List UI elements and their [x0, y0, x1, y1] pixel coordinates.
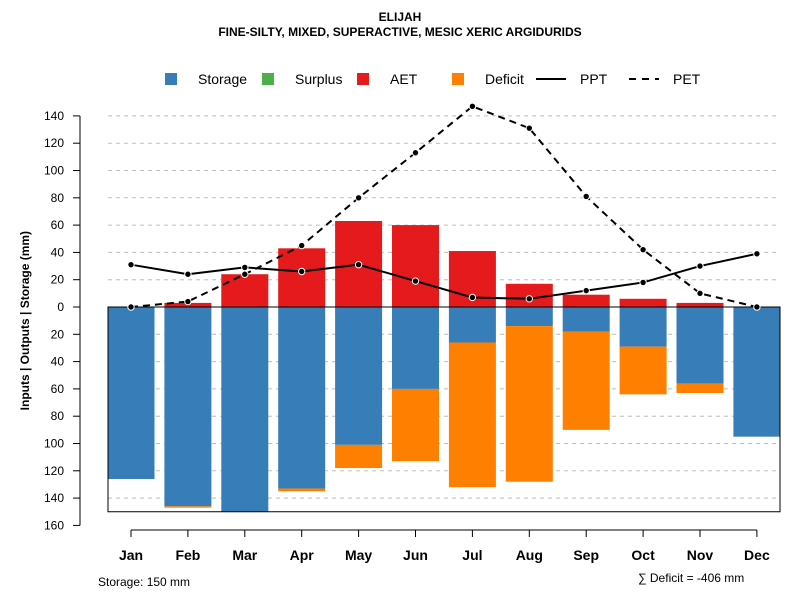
ppt-point — [241, 263, 249, 272]
y-tick-label: 20 — [51, 327, 65, 341]
deficit-bar — [278, 488, 326, 492]
legend-swatch — [262, 73, 274, 85]
y-tick-label: 140 — [44, 491, 64, 505]
storage-bar — [505, 307, 553, 327]
y-tick-label: 120 — [44, 464, 64, 478]
deficit-bar — [392, 388, 439, 462]
pet-point — [298, 241, 306, 250]
storage-bar — [733, 307, 781, 437]
x-tick-label: Jun — [403, 547, 428, 563]
y-tick-label: 0 — [57, 300, 64, 314]
x-tick-label: Jan — [119, 547, 143, 563]
y-tick-label: 120 — [44, 136, 64, 150]
ppt-point — [411, 277, 420, 285]
x-tick-label: Feb — [175, 547, 200, 563]
deficit-bar — [505, 326, 553, 482]
deficit-bar — [335, 444, 383, 469]
legend-label: Deficit — [485, 71, 524, 87]
storage-bar — [164, 307, 212, 507]
ppt-point — [184, 270, 192, 278]
ppt-point — [127, 260, 135, 269]
pet-point — [582, 192, 590, 201]
ppt-point — [354, 260, 363, 269]
y-tick-label: 100 — [44, 437, 64, 451]
storage-capacity-box — [107, 306, 781, 513]
x-tick-label: Mar — [232, 547, 257, 563]
storage-note: Storage: 150 mm — [98, 575, 191, 589]
x-tick-label: Oct — [631, 547, 655, 563]
deficit-bar — [562, 331, 610, 430]
legend-label: Storage — [198, 71, 247, 87]
storage-bar — [619, 307, 667, 347]
x-tick-label: May — [345, 547, 372, 563]
pet-point — [354, 194, 363, 202]
x-tick-label: Jul — [462, 547, 482, 563]
x-tick-label: Nov — [687, 547, 714, 563]
y-tick-label: 100 — [44, 164, 64, 178]
y-tick-label: 40 — [51, 355, 65, 369]
deficit-bar — [448, 342, 496, 488]
x-tick-label: Sep — [573, 547, 599, 563]
deficit-bar — [676, 383, 724, 393]
legend-swatch — [452, 73, 464, 85]
legend-swatch — [357, 73, 369, 85]
y-tick-label: 160 — [44, 518, 64, 532]
legend-label: PET — [673, 71, 701, 87]
y-tick-label: 60 — [51, 218, 65, 232]
ppt-point — [696, 262, 704, 270]
aet-bar — [562, 294, 610, 307]
pet-point — [696, 289, 704, 298]
pet-point — [753, 303, 761, 311]
y-tick-label: 60 — [51, 382, 65, 396]
pet-line — [130, 105, 758, 308]
deficit-bar — [164, 506, 212, 508]
pet-point — [241, 270, 249, 278]
y-tick-label: 80 — [51, 409, 65, 423]
storage-bar — [448, 307, 496, 343]
deficit-bar — [619, 346, 667, 395]
storage-bar — [562, 307, 610, 332]
pet-point — [184, 297, 192, 306]
pet-point — [411, 149, 420, 157]
chart-title: ELIJAH — [378, 10, 422, 24]
x-tick-label: Aug — [516, 547, 543, 563]
y-tick-label: 140 — [44, 109, 64, 123]
ppt-point — [639, 278, 647, 287]
storage-bar — [392, 307, 439, 389]
deficit-note: ∑ Deficit = -406 mm — [638, 571, 745, 585]
x-tick-label: Apr — [290, 547, 315, 563]
legend-swatch — [165, 73, 177, 85]
storage-bar — [278, 307, 326, 489]
pet-point — [127, 303, 135, 311]
aet-bar — [676, 302, 724, 307]
y-tick-label: 20 — [51, 273, 65, 287]
storage-bar — [676, 307, 724, 384]
x-tick-label: Dec — [744, 547, 770, 563]
y-tick-label: 40 — [51, 245, 65, 259]
legend-label: Surplus — [295, 71, 342, 87]
ppt-point — [753, 250, 761, 258]
pet-point — [639, 245, 647, 254]
ppt-line — [130, 252, 758, 300]
ppt-point — [468, 293, 477, 302]
y-axis-label: Inputs | Outputs | Storage (mm) — [18, 231, 32, 410]
aet-bar — [392, 225, 439, 307]
storage-bar — [107, 307, 155, 479]
chart-subtitle: FINE-SILTY, MIXED, SUPERACTIVE, MESIC XE… — [218, 25, 582, 39]
pet-point — [468, 102, 477, 111]
y-tick-label: 80 — [51, 191, 65, 205]
storage-bar — [335, 307, 383, 445]
storage-bar — [221, 307, 269, 512]
aet-bar — [619, 298, 667, 307]
ppt-point — [525, 295, 533, 303]
aet-bar — [278, 248, 326, 307]
legend-label: AET — [390, 71, 418, 87]
aet-bar — [221, 274, 269, 307]
ppt-point — [582, 286, 590, 295]
legend-label: PPT — [580, 71, 608, 87]
pet-point — [525, 124, 533, 132]
ppt-point — [298, 267, 306, 276]
